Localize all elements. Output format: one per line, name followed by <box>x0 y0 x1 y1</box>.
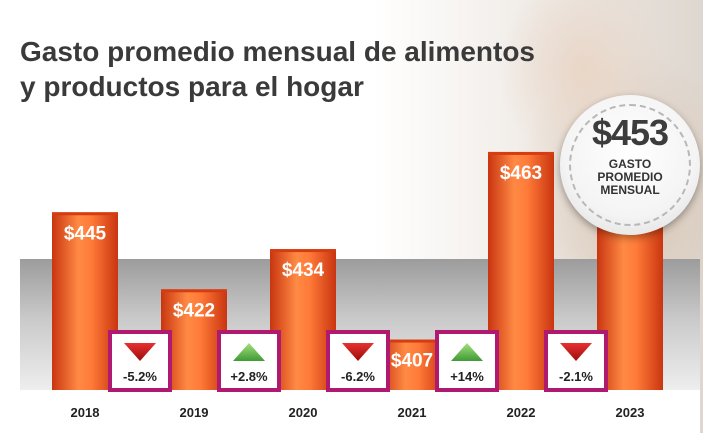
badge-label-line: GASTO <box>608 157 652 171</box>
chart-title: Gasto promedio mensual de alimentos y pr… <box>20 34 620 104</box>
down-arrow-icon <box>342 343 374 361</box>
chart-title-line-1: Gasto promedio mensual de alimentos <box>20 36 536 67</box>
bar-value-label: $422 <box>173 300 215 321</box>
badge-label-line: PROMEDIO <box>597 170 663 184</box>
bar-top-edge <box>488 151 554 155</box>
change-label: +2.8% <box>230 369 268 384</box>
x-tick-label: 2022 <box>507 405 536 420</box>
x-tick-label: 2020 <box>289 405 318 420</box>
bar-value-label: $463 <box>500 163 542 184</box>
bar-2018 <box>52 212 118 390</box>
bar-top-edge <box>52 212 118 216</box>
badge-dashed-ring <box>569 104 691 226</box>
change-label: -2.1% <box>559 369 593 384</box>
up-arrow-icon <box>233 343 265 361</box>
bar-value-label: $407 <box>391 351 433 372</box>
change-label: -5.2% <box>123 369 157 384</box>
badge-value: $453 <box>591 112 669 153</box>
average-badge: $453 GASTO PROMEDIO MENSUAL <box>560 95 700 235</box>
badge-label: GASTO PROMEDIO MENSUAL <box>580 158 680 197</box>
bar-top-edge <box>270 249 336 253</box>
x-tick-label: 2023 <box>616 405 645 420</box>
chart-title-line-2: y productos para el hogar <box>20 71 364 102</box>
bar-top-edge <box>161 289 227 293</box>
change-box <box>435 330 499 392</box>
x-tick-label: 2019 <box>180 405 209 420</box>
axis-strip <box>20 390 700 433</box>
x-tick-label: 2018 <box>71 405 100 420</box>
bar-value-label: $445 <box>64 223 107 244</box>
change-label: +14% <box>450 369 484 384</box>
badge-label-line: MENSUAL <box>600 183 660 197</box>
x-tick-label: 2021 <box>398 405 427 420</box>
bar-value-label: $434 <box>282 260 325 281</box>
down-arrow-icon <box>124 343 156 361</box>
down-arrow-icon <box>560 343 592 361</box>
change-label: -6.2% <box>341 369 375 384</box>
bar-top-edge <box>379 339 445 343</box>
up-arrow-icon <box>451 343 483 361</box>
